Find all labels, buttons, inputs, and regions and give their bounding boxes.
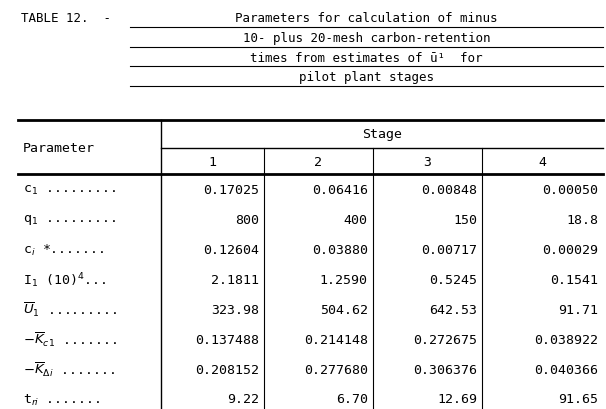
Text: $-\overline{K}_{c1}$ .......: $-\overline{K}_{c1}$ .......	[23, 330, 117, 348]
Text: 4: 4	[538, 155, 547, 168]
Text: 323.98: 323.98	[211, 303, 259, 316]
Text: Parameters for calculation of minus: Parameters for calculation of minus	[235, 12, 498, 25]
Text: c$_i$ *.......: c$_i$ *.......	[23, 242, 105, 257]
Text: 0.214148: 0.214148	[304, 333, 368, 346]
Text: $-\overline{K}_{\Delta i}$ .......: $-\overline{K}_{\Delta i}$ .......	[23, 360, 115, 378]
Text: Stage: Stage	[362, 128, 402, 141]
Text: 0.06416: 0.06416	[312, 184, 368, 196]
Text: 0.00050: 0.00050	[542, 184, 598, 196]
Text: 18.8: 18.8	[566, 213, 598, 226]
Text: 400: 400	[344, 213, 368, 226]
Text: 0.137488: 0.137488	[195, 333, 259, 346]
Text: 150: 150	[453, 213, 477, 226]
Text: t$_{ri}$ .......: t$_{ri}$ .......	[23, 391, 101, 407]
Text: 0.277680: 0.277680	[304, 363, 368, 375]
Text: 642.53: 642.53	[429, 303, 477, 316]
Text: 0.00717: 0.00717	[421, 243, 477, 256]
Text: 10- plus 20-mesh carbon-retention: 10- plus 20-mesh carbon-retention	[243, 32, 490, 45]
Text: 0.00029: 0.00029	[542, 243, 598, 256]
Text: pilot plant stages: pilot plant stages	[299, 71, 434, 84]
Text: 0.208152: 0.208152	[195, 363, 259, 375]
Text: 9.22: 9.22	[227, 393, 259, 405]
Text: 1.2590: 1.2590	[320, 273, 368, 286]
Text: Parameter: Parameter	[23, 142, 95, 154]
Text: 504.62: 504.62	[320, 303, 368, 316]
Text: 0.1541: 0.1541	[550, 273, 598, 286]
Text: 0.272675: 0.272675	[413, 333, 477, 346]
Text: 12.69: 12.69	[437, 393, 477, 405]
Text: I$_1$ (10)$^4$...: I$_1$ (10)$^4$...	[23, 270, 106, 289]
Text: 0.12604: 0.12604	[203, 243, 259, 256]
Text: 3: 3	[423, 155, 431, 168]
Text: 6.70: 6.70	[336, 393, 368, 405]
Text: 91.71: 91.71	[558, 303, 598, 316]
Text: 0.038922: 0.038922	[534, 333, 598, 346]
Text: 1: 1	[208, 155, 216, 168]
Text: 800: 800	[235, 213, 259, 226]
Text: $\overline{U}_1$ .........: $\overline{U}_1$ .........	[23, 300, 118, 319]
Text: 0.040366: 0.040366	[534, 363, 598, 375]
Text: 0.00848: 0.00848	[421, 184, 477, 196]
Text: 0.17025: 0.17025	[203, 184, 259, 196]
Text: 2: 2	[314, 155, 322, 168]
Text: 2.1811: 2.1811	[211, 273, 259, 286]
Text: 0.5245: 0.5245	[429, 273, 477, 286]
Text: TABLE 12.  -: TABLE 12. -	[21, 12, 119, 25]
Text: q$_1$ .........: q$_1$ .........	[23, 213, 116, 227]
Text: 0.03880: 0.03880	[312, 243, 368, 256]
Text: c$_1$ .........: c$_1$ .........	[23, 184, 116, 196]
Text: times from estimates of ū¹  for: times from estimates of ū¹ for	[250, 52, 483, 65]
Text: 0.306376: 0.306376	[413, 363, 477, 375]
Text: 91.65: 91.65	[558, 393, 598, 405]
